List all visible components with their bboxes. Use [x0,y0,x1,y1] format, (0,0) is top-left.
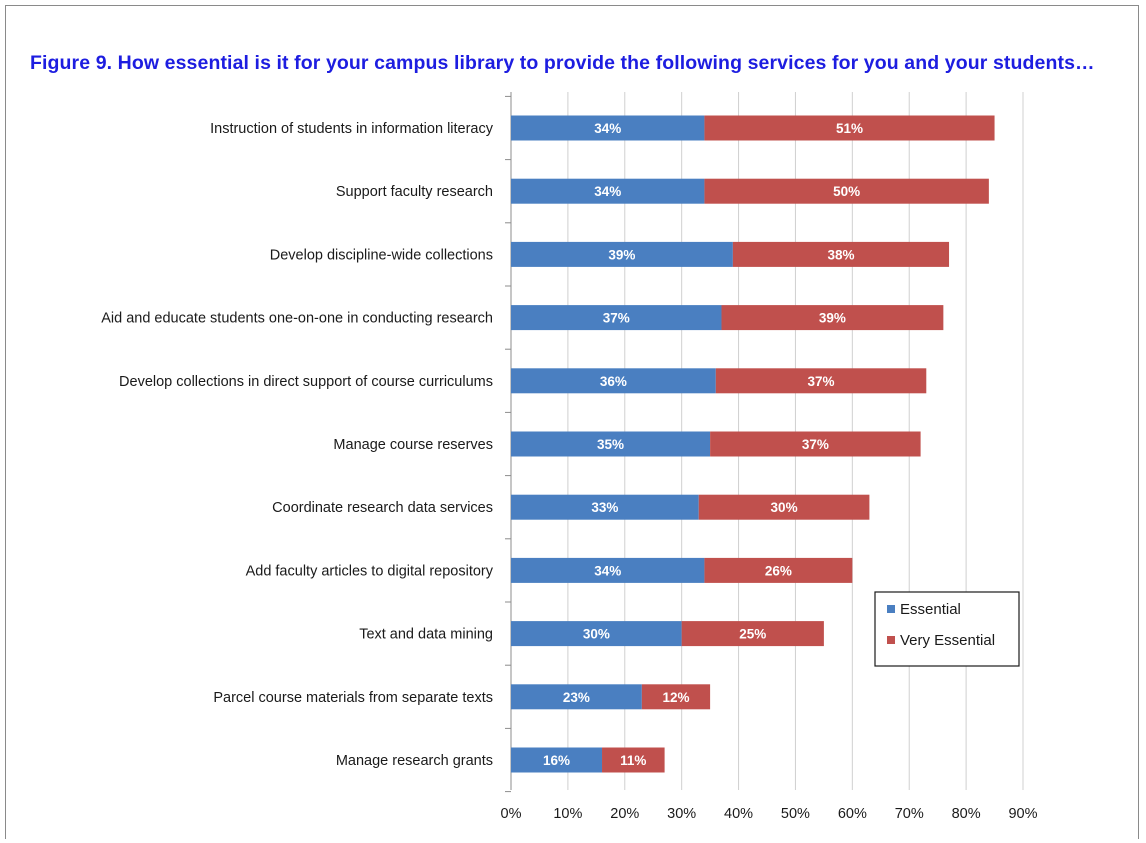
bar-value-label: 39% [819,311,846,326]
x-tick-label: 70% [895,806,924,822]
legend: Essential Very Essential [875,592,1019,666]
x-axis-ticks: 0% 10% 20% 30% 40% 50% 60% 70% 80% 90% [501,806,1038,822]
legend-label-very-essential: Very Essential [900,632,995,649]
bar-value-label: 34% [594,121,621,136]
bar-value-label: 35% [597,437,624,452]
category-label: Instruction of students in information l… [210,121,494,137]
category-label: Coordinate research data services [272,500,493,516]
bar-value-label: 11% [620,753,646,768]
category-label: Develop discipline-wide collections [270,247,493,263]
x-tick-label: 20% [610,806,639,822]
category-label: Aid and educate students one-on-one in c… [101,311,493,327]
legend-swatch-essential [887,605,895,613]
category-label: Add faculty articles to digital reposito… [246,563,494,579]
x-tick-label: 40% [724,806,753,822]
bar-value-label: 26% [765,563,792,578]
category-label: Parcel course materials from separate te… [213,690,493,706]
bar-value-label: 50% [833,184,860,199]
bar-value-label: 25% [739,627,766,642]
bar-value-label: 36% [600,374,627,389]
x-tick-label: 90% [1008,806,1037,822]
category-label: Text and data mining [359,627,493,643]
bar-value-label: 39% [608,247,635,262]
x-tick-label: 60% [838,806,867,822]
legend-swatch-very-essential [887,636,895,644]
bar-value-label: 30% [771,500,798,515]
bar-value-label: 33% [591,500,618,515]
bar-value-label: 37% [808,374,835,389]
bar-value-label: 34% [594,563,621,578]
bar-value-label: 51% [836,121,863,136]
x-tick-label: 80% [952,806,981,822]
bar-value-label: 38% [827,247,854,262]
x-tick-label: 30% [667,806,696,822]
category-label: Manage research grants [336,753,493,769]
category-label: Develop collections in direct support of… [119,374,493,390]
x-tick-label: 50% [781,806,810,822]
bar-value-label: 12% [662,690,689,705]
x-tick-label: 10% [553,806,582,822]
legend-label-essential: Essential [900,601,961,618]
category-labels: Instruction of students in information l… [101,121,494,769]
bar-value-label: 16% [543,753,570,768]
category-label: Support faculty research [336,184,493,200]
bar-value-label: 37% [802,437,829,452]
bar-value-label: 23% [563,690,590,705]
bars: 34% 51% 34% 50% 39% 38% 37% 39% 36% 37% 35% 37% 33% 3… [511,116,995,773]
category-label: Manage course reserves [333,437,493,453]
bar-value-label: 30% [583,627,610,642]
bar-value-label: 37% [603,311,630,326]
bar-value-label: 34% [594,184,621,199]
x-tick-label: 0% [501,806,522,822]
